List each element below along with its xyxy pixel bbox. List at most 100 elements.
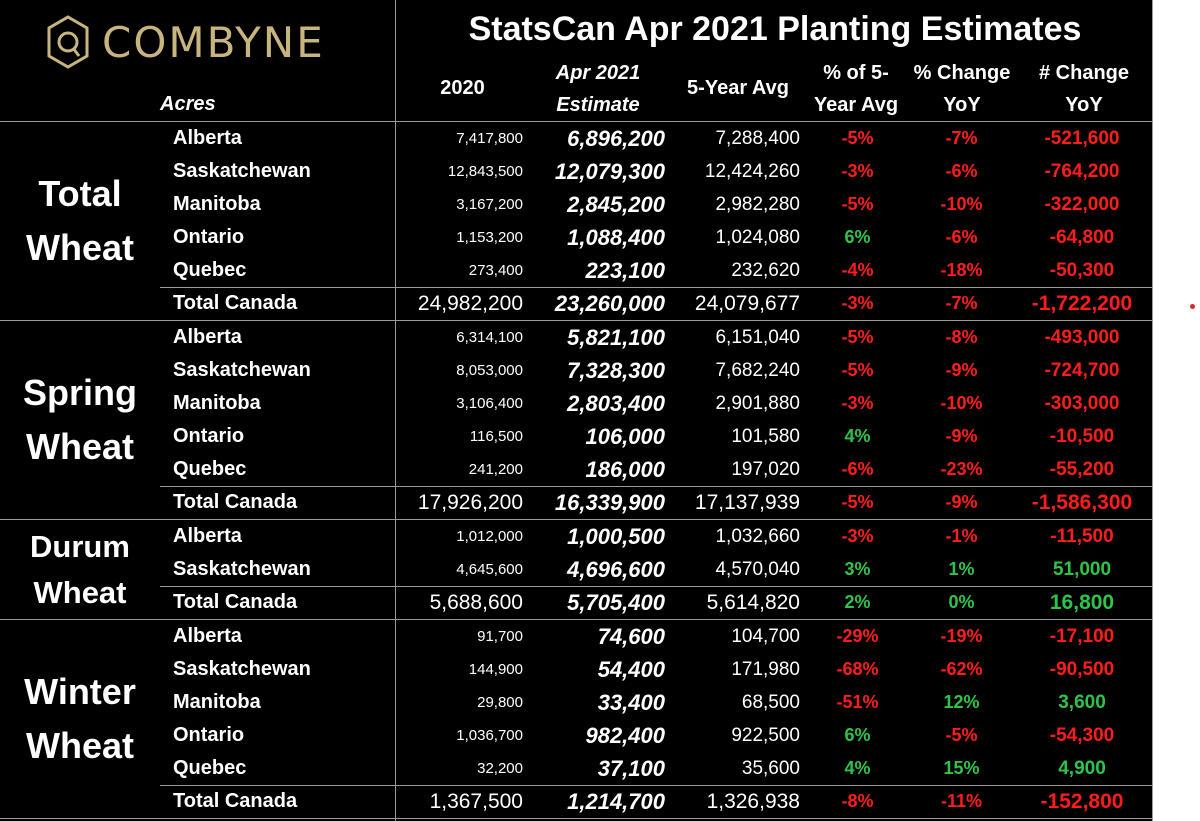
- province-cell: Saskatchewan: [173, 658, 311, 680]
- table-row: Saskatchewan 8,053,000 7,328,300 7,682,240 -…: [0, 354, 1153, 387]
- estimate-cell: 1,088,400: [567, 225, 665, 250]
- table-row: Quebec 32,200 37,100 35,600 4% 15% 4,900: [0, 752, 1153, 785]
- pct-5yr-cell: -51%: [836, 692, 879, 712]
- row-divider: [0, 818, 1153, 819]
- estimate-cell: 2,845,200: [567, 192, 665, 217]
- table-row: Ontario 116,500 106,000 101,580 4% -9% -10,500: [0, 420, 1153, 453]
- row-divider: [0, 121, 1153, 122]
- num-yoy-cell: -322,000: [1044, 194, 1120, 215]
- pct-yoy-cell: -5%: [945, 725, 978, 745]
- five-year-avg-cell: 104,700: [731, 626, 800, 647]
- num-yoy-cell: -724,700: [1044, 360, 1120, 381]
- estimate-cell: 6,896,200: [567, 126, 665, 151]
- pct-yoy-cell: -62%: [940, 659, 983, 679]
- table-row: Ontario 1,153,200 1,088,400 1,024,080 6% -6% -…: [0, 221, 1153, 254]
- num-yoy-cell: -10,500: [1049, 426, 1115, 447]
- pct-5yr-cell: 2%: [844, 592, 871, 612]
- table-row: Alberta 91,700 74,600 104,700 -29% -19% -17,10…: [0, 620, 1153, 653]
- five-year-avg-cell: 171,980: [731, 659, 800, 680]
- province-cell: Manitoba: [173, 691, 261, 713]
- column-divider: [395, 0, 396, 821]
- pct-5yr-cell: -3%: [841, 526, 874, 546]
- pct-5yr-cell: -5%: [841, 492, 874, 512]
- value-2020-cell: 29,800: [477, 694, 523, 711]
- total-row: Total Canada 24,982,200 23,260,000 24,079,6…: [0, 287, 1153, 320]
- num-yoy-cell: -1,586,300: [1031, 491, 1133, 514]
- pct-yoy-cell: -9%: [945, 492, 978, 512]
- header-pct-yoy-line2: YoY: [943, 94, 981, 116]
- pct-5yr-cell: 4%: [844, 426, 871, 446]
- pct-yoy-cell: -7%: [945, 128, 978, 148]
- five-year-avg-cell: 101,580: [731, 426, 800, 447]
- estimate-cell: 12,079,300: [554, 159, 665, 184]
- num-yoy-cell: -50,300: [1049, 260, 1115, 281]
- pct-yoy-cell: -10%: [940, 194, 983, 214]
- table-row: Saskatchewan 12,843,500 12,079,300 12,424,2…: [0, 155, 1153, 188]
- five-year-avg-cell: 12,424,260: [704, 161, 800, 182]
- table-row: Alberta 6,314,100 5,821,100 6,151,040 -5% -8%…: [0, 321, 1153, 354]
- province-cell: Total Canada: [173, 292, 298, 314]
- province-cell: Alberta: [173, 326, 242, 348]
- province-cell: Manitoba: [173, 392, 261, 414]
- pct-yoy-cell: -10%: [940, 393, 983, 413]
- estimate-cell: 23,260,000: [554, 291, 665, 316]
- header-pct-5yr-line1: % of 5-: [823, 62, 889, 84]
- row-divider: [160, 586, 1153, 587]
- estimate-cell: 7,328,300: [567, 358, 665, 383]
- table-row: Manitoba 3,167,200 2,845,200 2,982,280 -5% -1…: [0, 188, 1153, 221]
- province-cell: Total Canada: [173, 491, 298, 513]
- estimate-cell: 74,600: [597, 624, 665, 649]
- table-row: Quebec 241,200 186,000 197,020 -6% -23% -55,20…: [0, 453, 1153, 486]
- pct-5yr-cell: -5%: [841, 194, 874, 214]
- value-2020-cell: 1,012,000: [456, 528, 523, 545]
- pct-yoy-cell: -19%: [940, 626, 983, 646]
- combyne-logo-icon: [47, 15, 89, 69]
- num-yoy-cell: -1,722,200: [1031, 292, 1133, 315]
- total-row: Total Canada 17,926,200 16,339,900 17,137,9…: [0, 486, 1153, 519]
- estimate-cell: 33,400: [597, 690, 665, 715]
- five-year-avg-cell: 17,137,939: [694, 491, 800, 514]
- value-2020-cell: 273,400: [468, 262, 523, 279]
- group-label-line: Spring: [23, 372, 137, 413]
- five-year-avg-cell: 2,982,280: [715, 194, 800, 215]
- row-divider: [160, 486, 1153, 487]
- pct-yoy-cell: -8%: [945, 327, 978, 347]
- header-pct-yoy-line1: % Change: [913, 62, 1011, 84]
- num-yoy-cell: 16,800: [1049, 591, 1115, 614]
- estimate-cell: 37,100: [597, 756, 665, 781]
- province-cell: Alberta: [173, 525, 242, 547]
- header-estimate: Apr 2021 Estimate: [528, 57, 668, 121]
- five-year-avg-cell: 922,500: [731, 725, 800, 746]
- five-year-avg-cell: 68,500: [741, 692, 800, 713]
- pct-yoy-cell: -6%: [945, 161, 978, 181]
- pct-5yr-cell: -5%: [841, 128, 874, 148]
- pct-yoy-cell: 12%: [943, 692, 980, 712]
- header-pct-5yr-line2: Year Avg: [813, 94, 899, 116]
- pct-yoy-cell: 1%: [948, 559, 975, 579]
- num-yoy-cell: -54,300: [1049, 725, 1115, 746]
- province-cell: Manitoba: [173, 193, 261, 215]
- estimate-cell: 5,821,100: [567, 325, 665, 350]
- province-cell: Quebec: [173, 458, 247, 480]
- pct-5yr-cell: 4%: [844, 758, 871, 778]
- num-yoy-cell: -152,800: [1040, 790, 1124, 813]
- value-2020-cell: 8,053,000: [456, 362, 523, 379]
- value-2020-cell: 5,688,600: [429, 591, 523, 614]
- pct-yoy-cell: -23%: [940, 459, 983, 479]
- table-row: Ontario 1,036,700 982,400 922,500 6% -5% -54,3…: [0, 719, 1153, 752]
- pct-yoy-cell: -9%: [945, 360, 978, 380]
- num-yoy-cell: 3,600: [1058, 692, 1106, 713]
- five-year-avg-cell: 6,151,040: [715, 327, 800, 348]
- pct-5yr-cell: -4%: [841, 260, 874, 280]
- estimate-cell: 106,000: [585, 424, 665, 449]
- group-label: Winter Wheat: [0, 620, 160, 818]
- province-cell: Ontario: [173, 724, 245, 746]
- group-label-line: Durum: [30, 528, 130, 564]
- five-year-avg-cell: 24,079,677: [694, 292, 800, 315]
- group-label: Total Wheat: [0, 122, 160, 320]
- group-label-line: Wheat: [26, 426, 134, 467]
- num-yoy-cell: -17,100: [1049, 626, 1115, 647]
- group-label-line: Wheat: [26, 227, 134, 268]
- table-row: Manitoba 3,106,400 2,803,400 2,901,880 -3% -1…: [0, 387, 1153, 420]
- header-estimate-line2: Estimate: [556, 94, 640, 116]
